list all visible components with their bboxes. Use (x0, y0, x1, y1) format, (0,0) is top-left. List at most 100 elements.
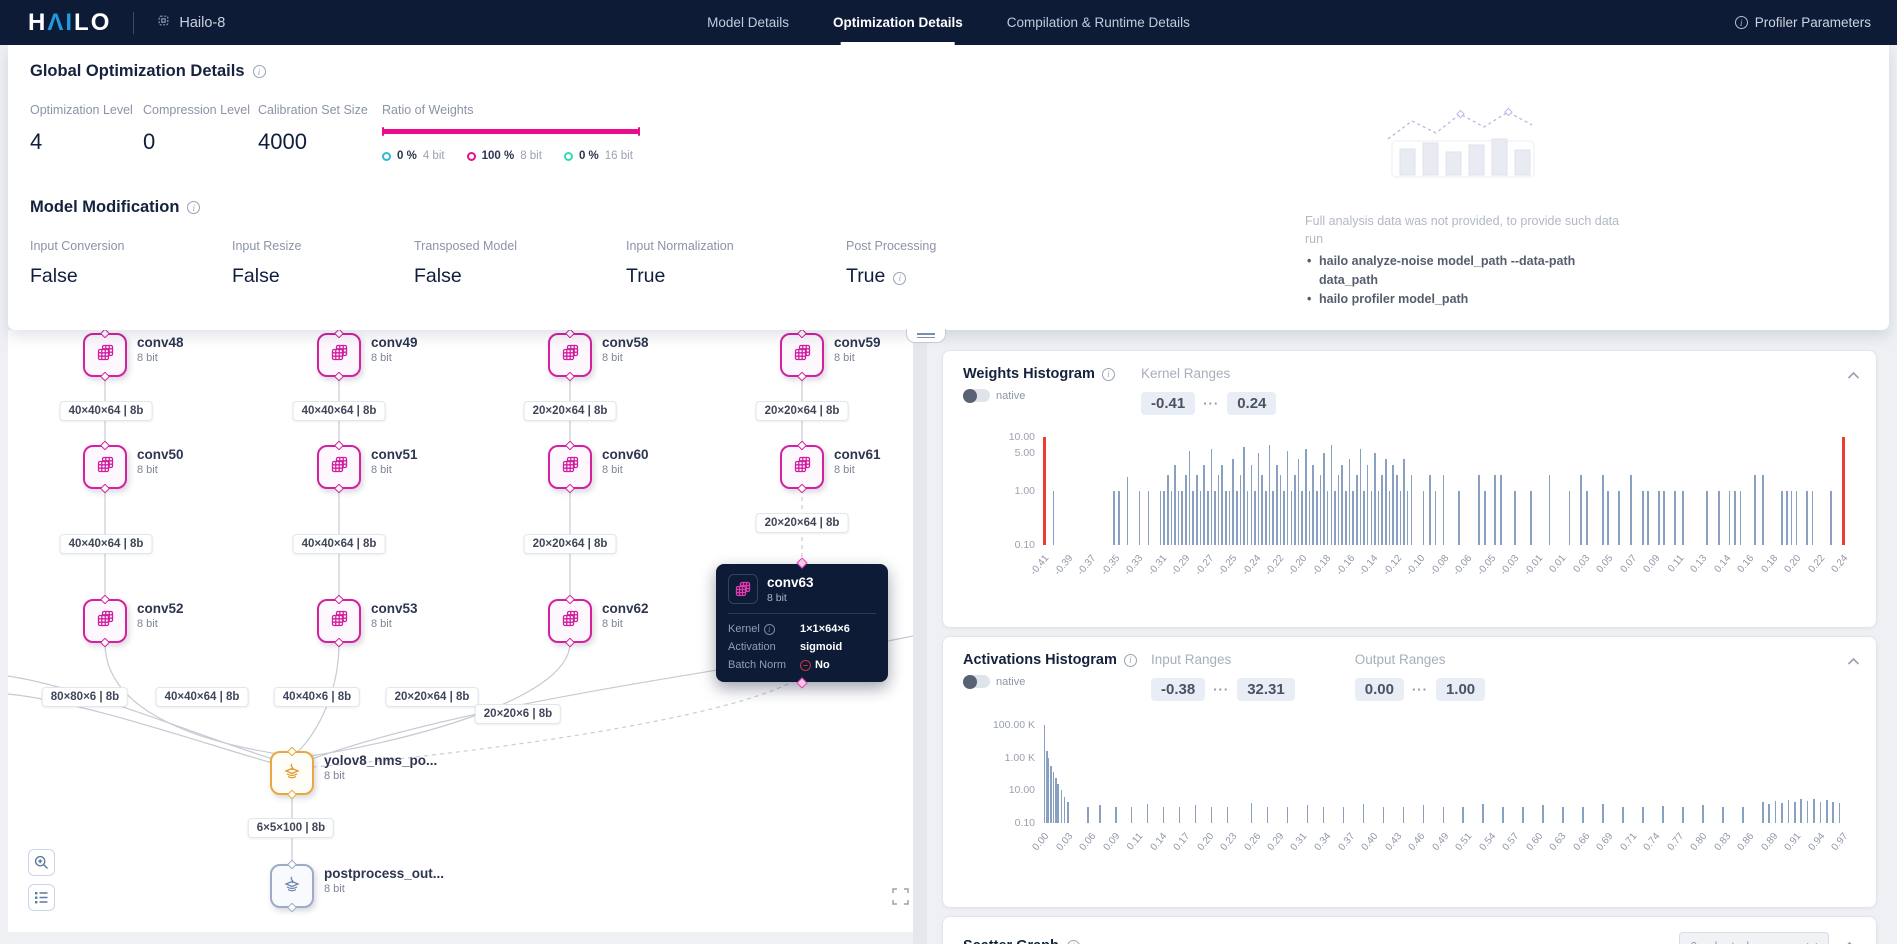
edge-shape-label: 20×20×64 | 8b (523, 534, 617, 554)
legend-percent: 0 % (578, 150, 599, 162)
info-icon: i (1734, 16, 1748, 29)
field-input-conversion: Input Conversion False (30, 239, 232, 288)
node-bits: 8 bit (324, 770, 345, 782)
x-axis-label: -0.39 (1051, 553, 1075, 578)
histogram-bar (1301, 491, 1304, 545)
graph-node-yolov8-nms-po-[interactable] (270, 746, 314, 800)
graph-node-conv51[interactable] (317, 440, 361, 494)
legend-button[interactable] (28, 884, 55, 911)
histogram-bar (1602, 804, 1604, 823)
analysis-placeholder-chart (1380, 105, 1545, 184)
graph-node-conv62[interactable] (548, 594, 592, 648)
collapse-chevron-icon[interactable] (1847, 367, 1860, 385)
histogram-bar (1050, 766, 1052, 823)
layers-select-dropdown[interactable]: 6 selected (1679, 932, 1829, 944)
model-modification-fields: Input Conversion False Input Resize False Tr… (30, 239, 1865, 288)
x-axis-label: 0.16 (1735, 553, 1757, 575)
histogram-bar (1326, 491, 1329, 545)
node-name: conv52 (137, 601, 184, 616)
postprocess-layer-icon (283, 762, 301, 785)
ratio-of-weights-label: Ratio of Weights (382, 103, 474, 117)
histogram-bar (1272, 491, 1274, 545)
field-label: Optimization Level (30, 103, 133, 117)
histogram-bar (1147, 491, 1150, 545)
node-bits: 8 bit (834, 464, 855, 476)
native-toggle[interactable] (963, 388, 990, 403)
info-icon[interactable]: i (252, 65, 266, 78)
info-icon[interactable]: i (893, 271, 907, 285)
native-toggle[interactable] (963, 674, 990, 689)
ratio-of-weights-bar (382, 127, 640, 136)
histogram-bar (1323, 453, 1325, 545)
x-axis-label: 0.63 (1547, 831, 1569, 853)
field-label: Calibration Set Size (258, 103, 368, 117)
histogram-bar (1786, 491, 1788, 545)
main-tabs: Model Details Optimization Details Compila… (707, 0, 1190, 45)
tab-compilation-runtime-details[interactable]: Compilation & Runtime Details (1006, 15, 1190, 30)
x-axis-label: -0.10 (1404, 553, 1428, 578)
legend-bit-label: 8 bit (520, 150, 542, 162)
edge-shape-label: 80×80×6 | 8b (41, 687, 129, 707)
histogram-bar (1130, 806, 1133, 823)
info-icon[interactable]: i (1066, 939, 1080, 944)
graph-node-conv53[interactable] (317, 594, 361, 648)
histogram-bar (1250, 465, 1253, 545)
node-bits: 8 bit (371, 618, 392, 630)
field-value: False (30, 265, 78, 287)
info-icon[interactable]: i (1101, 367, 1115, 381)
edge-shape-label: 20×20×64 | 8b (385, 687, 479, 707)
x-axis-label: -0.33 (1122, 553, 1146, 578)
tab-model-details[interactable]: Model Details (707, 15, 789, 30)
panel-splitter[interactable] (913, 331, 927, 944)
panel-resize-grip[interactable] (906, 329, 946, 343)
info-icon[interactable]: i (1123, 653, 1137, 667)
histogram-bar (1522, 806, 1524, 823)
x-axis-label: 0.37 (1335, 831, 1357, 853)
histogram-bar (1718, 491, 1720, 545)
histogram-bar (1348, 458, 1351, 545)
graph-node-conv52[interactable] (83, 594, 127, 648)
node-bits: 8 bit (137, 464, 158, 476)
histogram-bar (1647, 491, 1649, 545)
kernel-range-min: -0.41 (1141, 392, 1196, 415)
graph-node-conv49[interactable] (317, 330, 361, 382)
histogram-bar (1388, 491, 1391, 545)
x-axis-label: -0.06 (1451, 553, 1475, 578)
histogram-bar (1266, 806, 1269, 823)
graph-node-postprocess-out-[interactable] (270, 859, 314, 913)
graph-node-label: conv59 8 bit (834, 335, 881, 364)
histogram-bar (1043, 725, 1046, 823)
profiler-parameters-button[interactable]: i Profiler Parameters (1734, 15, 1871, 30)
x-axis-label: 0.34 (1312, 831, 1334, 853)
x-axis-label: 0.17 (1171, 831, 1193, 853)
graph-node-label: conv61 8 bit (834, 447, 881, 476)
histogram-bar (1422, 805, 1425, 823)
x-axis-label: 0.60 (1523, 831, 1545, 853)
graph-node-conv50[interactable] (83, 440, 127, 494)
tab-optimization-details[interactable]: Optimization Details (833, 0, 963, 45)
edge-shape-label: 40×40×64 | 8b (292, 534, 386, 554)
histogram-bar (1355, 474, 1358, 545)
graph-node-conv58[interactable] (548, 330, 592, 382)
scatter-graph-card: Scatter Graph i 6 selected (942, 916, 1877, 944)
histogram-bar (1126, 477, 1129, 545)
x-axis-label: 0.07 (1617, 553, 1639, 575)
histogram-bar (1754, 474, 1756, 545)
histogram-bar (1442, 806, 1445, 823)
field-label: Transposed Model (414, 239, 518, 253)
output-range-max: 1.00 (1435, 678, 1486, 701)
collapse-chevron-icon[interactable] (1847, 653, 1860, 671)
collapse-chevron-icon[interactable] (1843, 937, 1856, 944)
graph-node-label: conv58 8 bit (602, 335, 649, 364)
histogram-bar (1382, 806, 1385, 823)
graph-node-conv48[interactable] (83, 330, 127, 382)
graph-node-conv59[interactable] (780, 330, 824, 382)
fullscreen-button[interactable] (892, 888, 909, 910)
histogram-bar (1502, 806, 1505, 823)
graph-node-conv61[interactable] (780, 440, 824, 494)
x-axis-label: 0.01 (1547, 553, 1569, 575)
zoom-in-button[interactable] (28, 849, 55, 876)
graph-node-conv60[interactable] (548, 440, 592, 494)
info-icon[interactable]: i (187, 201, 201, 214)
histogram-bar (1203, 465, 1205, 545)
